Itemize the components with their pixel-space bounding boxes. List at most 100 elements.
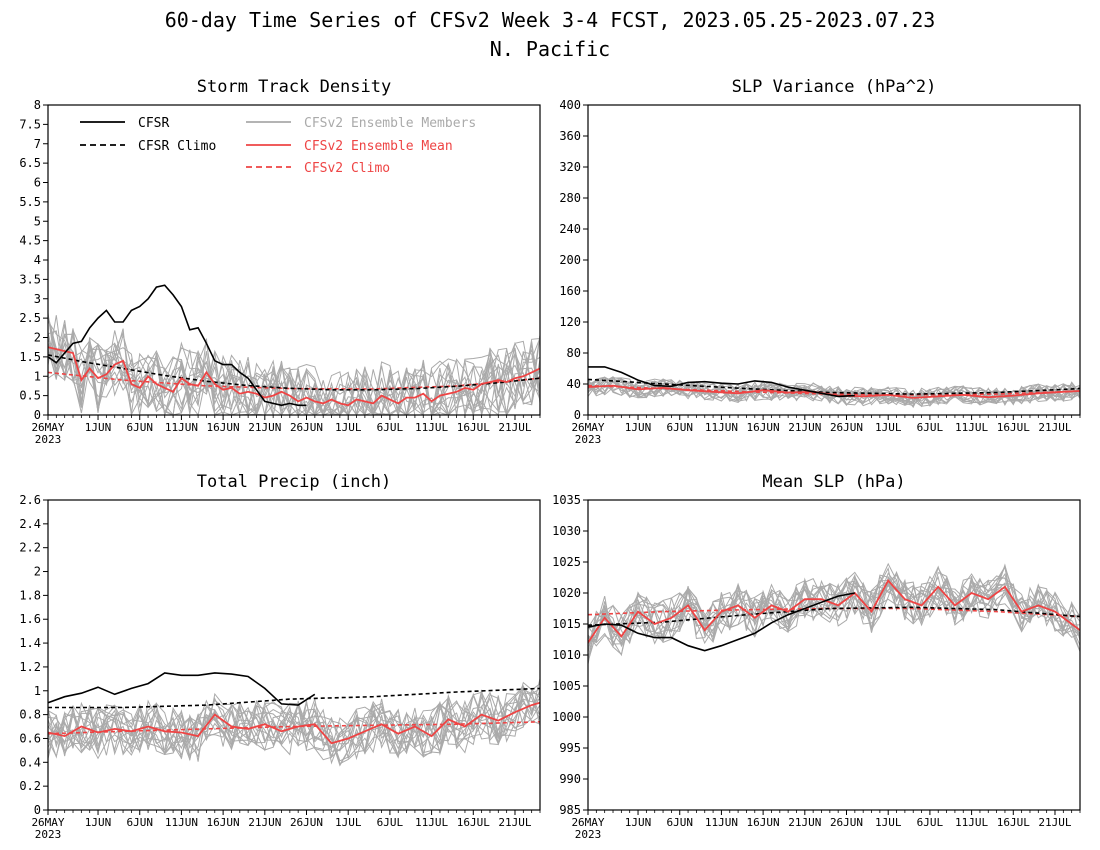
x-tick-label: 21JUN (248, 421, 281, 434)
y-tick-label: 1.5 (19, 350, 41, 364)
chart-panel-4: Mean SLP (hPa) 985 990 995 1000 1005 1010 1015 1… (552, 472, 1081, 841)
ensemble-member-line (588, 573, 1080, 660)
series-cfsv2-climo (588, 607, 1080, 618)
y-tick-label: 3 (34, 292, 41, 306)
y-tick-label: 320 (559, 160, 581, 174)
y-tick-label: 80 (567, 346, 581, 360)
ensemble-member-line (588, 571, 1080, 645)
x-tick-label: 21JUL (498, 816, 531, 829)
x-tick-label: 21JUL (498, 421, 531, 434)
x-tick-label: 26MAY (571, 816, 604, 829)
plot-frame (587, 104, 1081, 416)
series-cfsr-climo (588, 606, 1080, 626)
x-tick-label: 26JUN (290, 816, 323, 829)
x-tick-label: 11JUL (415, 816, 448, 829)
y-tick-label: 200 (559, 253, 581, 267)
x-tick-label: 16JUN (747, 816, 780, 829)
x-tick-label: 16JUL (997, 421, 1030, 434)
x-tick-label: 1JUL (335, 421, 362, 434)
x-tick-label: 6JUN (666, 421, 693, 434)
chart-title: SLP Variance (hPa^2) (732, 77, 937, 97)
series-cfsv2-climo (48, 721, 540, 735)
x-tick-label: 26JUN (290, 421, 323, 434)
y-tick-label: 995 (559, 741, 581, 755)
x-tick-label: 16JUL (457, 816, 490, 829)
y-tick-label: 240 (559, 222, 581, 236)
y-tick-label: 2.5 (19, 311, 41, 325)
y-tick-label: 0 (34, 803, 41, 817)
x-tick-label: 11JUL (415, 421, 448, 434)
figure-title: 60-day Time Series of CFSv2 Week 3-4 FCS… (165, 8, 936, 32)
x-tick-label: 1JUN (625, 816, 652, 829)
ensemble-member-line (48, 328, 540, 415)
ensemble-member-line (48, 333, 540, 415)
ensemble-member-line (588, 564, 1080, 652)
y-tick-label: 985 (559, 803, 581, 817)
legend-label-ens-mean: CFSv2 Ensemble Mean (304, 139, 453, 154)
x-tick-label: 11JUN (165, 421, 198, 434)
y-tick-label: 1.4 (19, 636, 41, 650)
x-tick-label: 1JUN (85, 421, 112, 434)
x-tick-label: 1JUN (85, 816, 112, 829)
panels: Storm Track Density 0 0.5 1 1.5 2 2.5 3 3.5 4 4.5 5… (19, 77, 1081, 841)
x-tick-label: 11JUN (705, 421, 738, 434)
y-tick-label: 0 (34, 408, 41, 422)
y-tick-label: 120 (559, 315, 581, 329)
series-cfsr (588, 366, 855, 398)
plot-area (48, 672, 540, 767)
y-tick-label: 1020 (552, 586, 581, 600)
y-tick-label: 1010 (552, 648, 581, 662)
x-tick-label: 1JUL (335, 816, 362, 829)
y-tick-label: 1.6 (19, 612, 41, 626)
y-tick-label: 4 (34, 253, 41, 267)
ensemble-member-line (48, 692, 540, 758)
legend-label-members: CFSv2 Ensemble Members (304, 116, 476, 131)
y-tick-label: 2.6 (19, 493, 41, 507)
y-tick-label: 1 (34, 369, 41, 383)
x-tick-label: 1JUL (875, 816, 902, 829)
y-tick-label: 40 (567, 377, 581, 391)
y-tick-label: 7.5 (19, 117, 41, 131)
y-tick-label: 990 (559, 772, 581, 786)
chart-panel-1: Storm Track Density 0 0.5 1 1.5 2 2.5 3 3.5 4 4.5 5… (19, 77, 541, 446)
y-tick-label: 0.6 (19, 731, 41, 745)
series-cfsr (588, 592, 855, 652)
y-tick-label: 6.5 (19, 156, 41, 170)
y-tick-label: 2.2 (19, 541, 41, 555)
y-tick-label: 0.2 (19, 779, 41, 793)
x-tick-label: 26JUN (830, 816, 863, 829)
x-tick-label: 16JUN (747, 421, 780, 434)
y-tick-label: 1.2 (19, 660, 41, 674)
x-tick-label: 21JUN (788, 421, 821, 434)
y-tick-label: 2 (34, 565, 41, 579)
x-tick-year: 2023 (575, 433, 602, 446)
x-tick-label: 16JUL (457, 421, 490, 434)
y-tick-label: 280 (559, 191, 581, 205)
x-tick-year: 2023 (35, 433, 62, 446)
x-tick-label: 11JUN (705, 816, 738, 829)
y-tick-label: 6 (34, 176, 41, 190)
series-cfsv2-ensemble-mean (588, 579, 1080, 644)
y-tick-label: 1000 (552, 710, 581, 724)
ensemble-member-line (48, 685, 540, 759)
y-tick-label: 0 (574, 408, 581, 422)
series-cfsv2-climo (48, 371, 540, 390)
x-tick-label: 6JUL (377, 816, 404, 829)
ensemble-member-line (588, 376, 1080, 407)
ensemble-member-line (588, 571, 1080, 665)
ensemble-member-line (48, 337, 540, 415)
chart-title: Total Precip (inch) (197, 472, 391, 492)
x-tick-label: 16JUN (207, 816, 240, 829)
x-tick-year: 2023 (575, 828, 602, 841)
y-tick-label: 360 (559, 129, 581, 143)
x-tick-label: 26MAY (571, 421, 604, 434)
x-tick-label: 21JUN (248, 816, 281, 829)
figure-subtitle: N. Pacific (490, 37, 610, 61)
x-tick-label: 26MAY (31, 816, 64, 829)
ensemble-member-line (48, 316, 540, 415)
series-cfsv2-ensemble-mean (48, 701, 540, 745)
y-tick-label: 1030 (552, 524, 581, 538)
chart-panel-2: SLP Variance (hPa^2) 0 40 80 120 160 200 240 280… (559, 77, 1081, 446)
plot-frame (47, 499, 541, 811)
series-cfsr-climo (48, 687, 540, 709)
